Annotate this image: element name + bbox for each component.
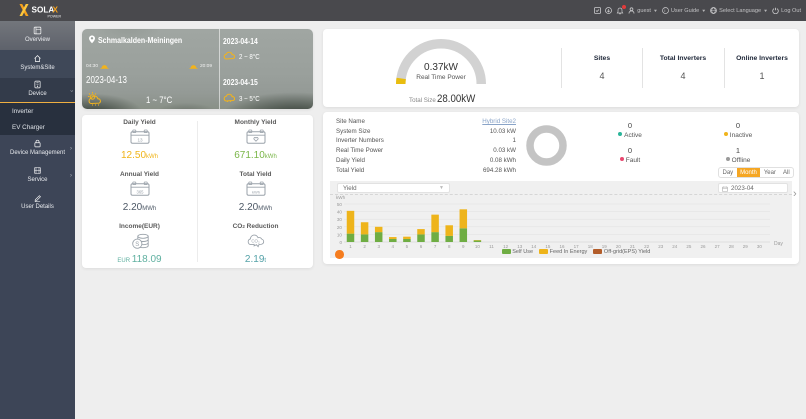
svg-text:CO2: CO2	[251, 239, 260, 245]
svg-text:22: 22	[644, 244, 650, 249]
svg-text:18: 18	[588, 244, 594, 249]
svg-text:2: 2	[363, 244, 366, 249]
svg-text:4: 4	[392, 244, 395, 249]
svg-text:Day: Day	[774, 241, 783, 247]
svg-text:S: S	[135, 242, 139, 248]
svg-text:10: 10	[475, 244, 481, 249]
svg-text:i: i	[664, 8, 665, 13]
svg-text:23: 23	[658, 244, 664, 249]
svg-text:15: 15	[545, 244, 551, 249]
svg-text:5: 5	[406, 244, 409, 249]
svg-text:26: 26	[700, 244, 706, 249]
svg-text:50: 50	[337, 202, 343, 207]
svg-text:9: 9	[462, 244, 465, 249]
svg-text:40: 40	[337, 210, 343, 215]
svg-text:30: 30	[757, 244, 763, 249]
svg-text:kWh: kWh	[336, 195, 346, 200]
svg-text:24: 24	[672, 244, 678, 249]
svg-text:27: 27	[715, 244, 721, 249]
svg-text:29: 29	[743, 244, 749, 249]
svg-text:13: 13	[137, 137, 143, 142]
svg-text:0: 0	[339, 240, 342, 245]
svg-text:kWh: kWh	[252, 189, 260, 194]
svg-text:3: 3	[377, 244, 380, 249]
svg-text:30: 30	[337, 217, 343, 222]
svg-text:6: 6	[420, 244, 423, 249]
svg-text:14: 14	[531, 244, 537, 249]
svg-text:19: 19	[602, 244, 608, 249]
svg-text:17: 17	[574, 244, 580, 249]
svg-text:12: 12	[503, 244, 509, 249]
svg-text:8: 8	[448, 244, 451, 249]
svg-text:11: 11	[489, 244, 494, 249]
svg-text:365: 365	[136, 189, 144, 194]
svg-text:10: 10	[337, 232, 343, 237]
svg-text:28: 28	[729, 244, 735, 249]
svg-text:7: 7	[434, 244, 437, 249]
svg-text:20: 20	[337, 225, 343, 230]
svg-text:SOLA: SOLA	[32, 6, 55, 15]
svg-text:16: 16	[559, 244, 565, 249]
svg-text:X: X	[53, 6, 59, 15]
svg-text:POWER: POWER	[48, 15, 62, 19]
svg-text:13: 13	[517, 244, 523, 249]
svg-text:20: 20	[616, 244, 622, 249]
svg-text:1: 1	[349, 244, 352, 249]
svg-text:21: 21	[630, 244, 636, 249]
svg-text:25: 25	[686, 244, 692, 249]
